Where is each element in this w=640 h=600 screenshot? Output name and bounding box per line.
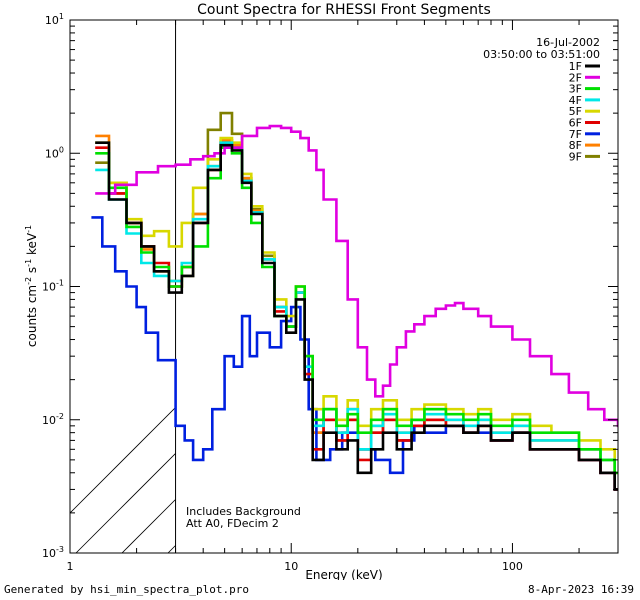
footer-timestamp: 8-Apr-2023 16:39 [528, 583, 634, 596]
legend-label-1F: 1F [569, 60, 582, 73]
x-tick-label: 100 [502, 560, 523, 573]
y-tick-label: 10-3 [42, 545, 64, 560]
series-line-3F [95, 146, 618, 475]
y-axis-label: counts cm-2 s-1 keV-1 [24, 225, 39, 347]
spectra-chart: Count Spectra for RHESSI Front Segments … [24, 2, 619, 582]
x-tick-label: 1 [67, 560, 74, 573]
series-line-5F [95, 136, 618, 475]
date-label: 16-Jul-2002 [536, 36, 600, 49]
y-tick-label: 101 [45, 12, 64, 27]
y-tick-label: 10-2 [42, 412, 64, 427]
x-tick-label: 10 [284, 560, 298, 573]
shaded-energy-region [70, 20, 618, 553]
time-range-label: 03:50:00 to 03:51:00 [483, 48, 600, 61]
legend-label-7F: 7F [569, 128, 582, 141]
legend-label-8F: 8F [569, 139, 582, 152]
legend-label-5F: 5F [569, 105, 582, 118]
chart-title: Count Spectra for RHESSI Front Segments [197, 2, 491, 18]
legend-label-2F: 2F [569, 71, 582, 84]
annotation-background: Includes Background [186, 505, 301, 518]
series-line-1F [95, 141, 618, 491]
x-axis-label: Energy (keV) [305, 568, 382, 580]
footer-generated-by: Generated by hsi_min_spectra_plot.pro [4, 583, 250, 596]
legend-label-6F: 6F [569, 117, 582, 130]
legend-label-4F: 4F [569, 94, 582, 107]
series-line-7F [91, 216, 618, 491]
y-tick-label: 10-1 [42, 279, 64, 294]
legend-label-3F: 3F [569, 83, 582, 96]
annotation-attenuator: Att A0, FDecim 2 [186, 517, 279, 530]
series-line-2F [95, 124, 618, 428]
y-tick-label: 100 [45, 145, 64, 160]
legend-label-9F: 9F [569, 150, 582, 163]
axis-ticks [69, 19, 619, 554]
